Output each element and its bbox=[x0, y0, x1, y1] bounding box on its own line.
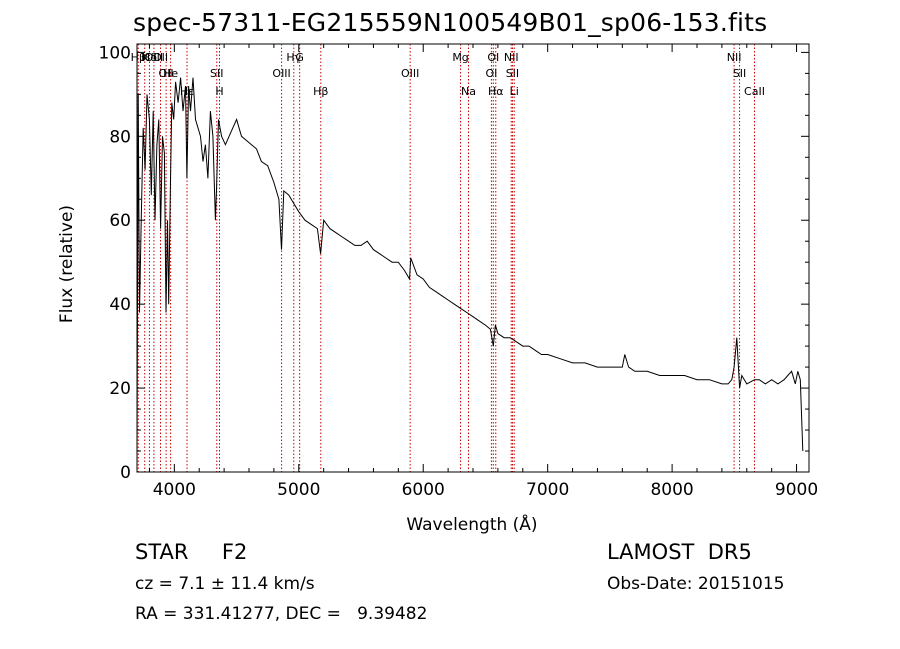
y-tick-label: 40 bbox=[109, 295, 131, 315]
line-label: OI bbox=[487, 51, 499, 64]
line-label: Hδ bbox=[142, 51, 157, 64]
line-label: Hε bbox=[180, 85, 194, 98]
line-label: NII bbox=[727, 51, 742, 64]
x-axis-label: Wavelength (Å) bbox=[406, 513, 537, 535]
object-class: STAR F2 bbox=[135, 540, 248, 564]
line-label: Hα bbox=[488, 85, 504, 98]
line-label: OII bbox=[159, 67, 174, 80]
line-label: NII bbox=[504, 51, 519, 64]
y-axis: 0 20 40 60 80 100 bbox=[99, 43, 809, 483]
line-label: Hβ bbox=[313, 85, 328, 98]
line-label: G bbox=[295, 51, 304, 64]
y-tick-label: 80 bbox=[109, 127, 131, 147]
line-label: SII bbox=[210, 67, 223, 80]
x-tick-label: 6000 bbox=[402, 480, 445, 500]
x-tick-label: 4000 bbox=[153, 480, 196, 500]
line-label: SII bbox=[733, 67, 746, 80]
x-tick-label: 7000 bbox=[526, 480, 569, 500]
ra-dec: RA = 331.41277, DEC = 9.39482 bbox=[135, 604, 428, 624]
y-axis-label: Flux (relative) bbox=[57, 205, 77, 323]
line-label: CaII bbox=[744, 85, 765, 98]
x-tick-label: 5000 bbox=[277, 480, 320, 500]
line-label: Hγ bbox=[286, 51, 301, 64]
obs-date: Obs-Date: 20151015 bbox=[607, 574, 785, 594]
x-tick-label: 8000 bbox=[650, 480, 693, 500]
line-label: OIII bbox=[272, 67, 290, 80]
line-label: Hβ bbox=[131, 51, 146, 64]
line-label: H bbox=[215, 85, 223, 98]
x-tick-label: 9000 bbox=[775, 480, 818, 500]
line-label: Li bbox=[510, 85, 519, 98]
y-tick-label: 20 bbox=[109, 379, 131, 399]
line-label: K bbox=[141, 51, 149, 64]
x-axis: 4000 5000 6000 7000 8000 9000 bbox=[148, 44, 818, 500]
y-tick-label: 60 bbox=[109, 211, 131, 231]
line-marker-group bbox=[137, 44, 755, 472]
chart-title: spec-57311-EG215559N100549B01_sp06-153.f… bbox=[133, 8, 768, 37]
line-label: OIII bbox=[401, 67, 419, 80]
line-label: Na bbox=[461, 85, 476, 98]
line-label: OI bbox=[485, 67, 497, 80]
line-label: He bbox=[163, 67, 178, 80]
line-label: Mg bbox=[452, 51, 468, 64]
y-tick-label: 0 bbox=[120, 463, 131, 483]
line-label: SII bbox=[506, 67, 519, 80]
line-label: OIII bbox=[145, 51, 163, 64]
spectrum-line bbox=[136, 77, 804, 452]
plot-frame bbox=[136, 43, 810, 473]
line-label-group: HβKHδOIIIOIIOIIHeHεSIIHOIIIHγGHβOIIIMgNa… bbox=[131, 51, 765, 98]
line-label: OII bbox=[153, 51, 168, 64]
redshift-velocity: cz = 7.1 ± 11.4 km/s bbox=[135, 574, 315, 594]
y-tick-label: 100 bbox=[99, 43, 131, 63]
survey-name: LAMOST DR5 bbox=[607, 540, 752, 564]
